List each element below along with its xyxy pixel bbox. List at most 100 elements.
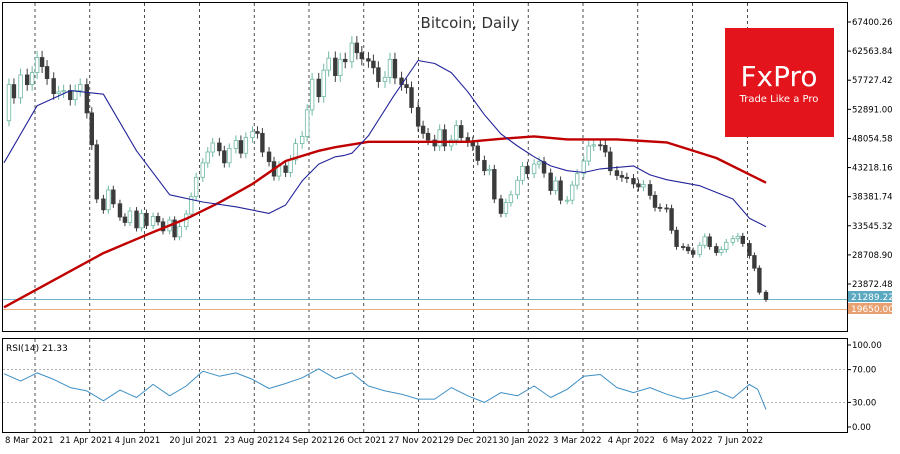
- x-tick-label: 29 Dec 2021: [443, 436, 497, 446]
- candle-body: [188, 196, 194, 215]
- candle-body: [598, 144, 603, 147]
- candle-body: [349, 42, 355, 63]
- candle-body: [172, 219, 177, 238]
- candle-body: [89, 112, 94, 146]
- candle-body: [238, 140, 244, 154]
- candles: [6, 36, 769, 302]
- candle-body: [454, 125, 459, 141]
- candle-body: [714, 246, 719, 253]
- candle-body: [680, 246, 686, 248]
- candle-body: [591, 144, 596, 147]
- fxpro-logo: FxPro Trade Like a Pro: [725, 28, 834, 137]
- candle-body: [404, 84, 409, 89]
- candle-body: [56, 91, 61, 95]
- candle-body: [669, 208, 674, 231]
- candle-body: [210, 142, 215, 153]
- candle-body: [558, 180, 563, 201]
- candle-body: [482, 160, 487, 172]
- candle-body: [647, 184, 653, 196]
- candle-body: [84, 84, 90, 114]
- candle-body: [44, 66, 50, 79]
- candle-body: [757, 267, 762, 293]
- candle-body: [740, 235, 746, 244]
- candle-body: [719, 249, 724, 253]
- candle-body: [101, 198, 106, 211]
- candle-body: [266, 151, 272, 163]
- candle-body: [674, 229, 679, 247]
- y-tick-label: 52891.00: [852, 105, 893, 115]
- candle-body: [690, 250, 696, 255]
- rsi-line: [3, 368, 767, 410]
- candle-body: [752, 255, 757, 269]
- candle-body: [515, 179, 520, 196]
- ma200-line: [3, 135, 767, 309]
- candle-body: [508, 194, 514, 203]
- candle-body: [144, 213, 149, 226]
- candle-body: [685, 246, 691, 252]
- candle-body: [260, 132, 265, 153]
- rsi-label: RSI(14) 21.33: [6, 344, 68, 354]
- candle-body: [326, 57, 331, 71]
- candle-body: [603, 144, 608, 153]
- x-tick-label: 3 Mar 2022: [553, 436, 601, 446]
- candle-body: [531, 163, 537, 175]
- price-axis: 67400.26 62563.84 57727.42 52891.00 48054.58…: [847, 18, 893, 290]
- candle-body: [641, 184, 646, 188]
- x-tick-label: 21 Apr 2021: [60, 436, 113, 446]
- candle-body: [243, 137, 249, 154]
- x-tick-label: 7 Jun 2022: [717, 436, 763, 446]
- x-tick-label: 4 Apr 2022: [608, 436, 655, 446]
- moving-averages: [3, 59, 767, 309]
- candle-body: [387, 58, 393, 78]
- x-tick-label: 6 May 2022: [663, 436, 713, 446]
- candle-body: [636, 183, 641, 188]
- price-level-lines: [3, 299, 847, 310]
- candle-body: [51, 78, 56, 95]
- candle-body: [503, 202, 509, 214]
- candle-body: [631, 178, 636, 185]
- candle-body: [442, 129, 447, 147]
- candle-body: [11, 84, 17, 99]
- candle-body: [299, 135, 305, 144]
- x-tick-label: 23 Aug 2021: [224, 436, 278, 446]
- candle-body: [697, 244, 702, 255]
- ma50-line: [3, 59, 767, 228]
- candle-body: [702, 236, 707, 246]
- candle-body: [321, 69, 326, 98]
- y-tick-label: 57727.42: [852, 76, 893, 86]
- candle-body: [127, 210, 133, 223]
- candle-body: [657, 206, 663, 209]
- x-tick-label: 26 Oct 2021: [334, 436, 387, 446]
- candle-body: [724, 241, 729, 250]
- candle-body: [343, 58, 348, 63]
- candle-body: [304, 109, 310, 137]
- x-tick-label: 30 Jan 2022: [498, 436, 549, 446]
- candle-body: [392, 58, 398, 79]
- y-tick-label: 48054.58: [852, 134, 893, 144]
- chart-title: Bitcoin, Daily: [421, 14, 520, 32]
- x-tick-label: 4 Jun 2021: [115, 436, 161, 446]
- rsi-panel-frame: [2, 338, 848, 433]
- rsi-tick-label: 70.00: [852, 366, 876, 376]
- candle-body: [222, 150, 227, 164]
- candle-body: [458, 125, 464, 138]
- candle-body: [586, 145, 591, 162]
- level-price-label: 19650.00: [851, 305, 894, 315]
- candle-body: [536, 161, 542, 165]
- y-tick-label: 38381.74: [852, 193, 893, 203]
- candle-body: [652, 194, 658, 208]
- candle-body: [525, 166, 530, 175]
- x-tick-label: 20 Jul 2021: [169, 436, 217, 446]
- candle-body: [61, 90, 66, 93]
- candle-body: [492, 169, 497, 200]
- candle-body: [574, 173, 580, 186]
- candle-body: [707, 236, 712, 247]
- candle-body: [735, 235, 741, 240]
- candle-body: [420, 125, 426, 134]
- y-tick-label: 23872.48: [852, 280, 893, 290]
- candle-body: [255, 131, 260, 134]
- y-tick-label: 33545.32: [852, 222, 893, 232]
- candle-body: [730, 238, 736, 243]
